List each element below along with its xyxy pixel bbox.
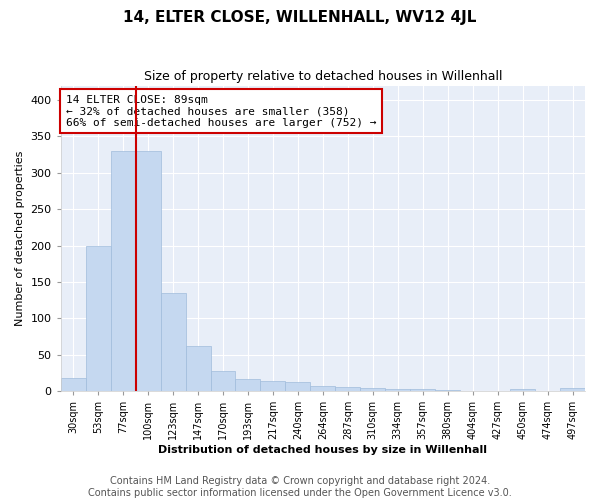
Text: Contains HM Land Registry data © Crown copyright and database right 2024.
Contai: Contains HM Land Registry data © Crown c… (88, 476, 512, 498)
Bar (86, 246, 110, 391)
Bar (385, 389, 410, 391)
Title: Size of property relative to detached houses in Willenhall: Size of property relative to detached ho… (143, 70, 502, 83)
Bar (61, 378, 86, 391)
Bar (260, 381, 286, 391)
Bar (560, 388, 585, 391)
Bar (310, 386, 335, 391)
Bar (361, 388, 385, 391)
Bar (235, 380, 260, 391)
Text: 14, ELTER CLOSE, WILLENHALL, WV12 4JL: 14, ELTER CLOSE, WILLENHALL, WV12 4JL (124, 10, 476, 25)
Bar (211, 372, 235, 391)
Bar (335, 388, 361, 391)
Bar (435, 390, 460, 391)
Bar (410, 389, 435, 391)
X-axis label: Distribution of detached houses by size in Willenhall: Distribution of detached houses by size … (158, 445, 487, 455)
Bar (136, 151, 161, 391)
Bar (185, 346, 211, 391)
Bar (110, 151, 136, 391)
Bar (510, 389, 535, 391)
Bar (161, 293, 185, 391)
Text: 14 ELTER CLOSE: 89sqm
← 32% of detached houses are smaller (358)
66% of semi-det: 14 ELTER CLOSE: 89sqm ← 32% of detached … (66, 94, 376, 128)
Y-axis label: Number of detached properties: Number of detached properties (15, 150, 25, 326)
Bar (286, 382, 310, 391)
